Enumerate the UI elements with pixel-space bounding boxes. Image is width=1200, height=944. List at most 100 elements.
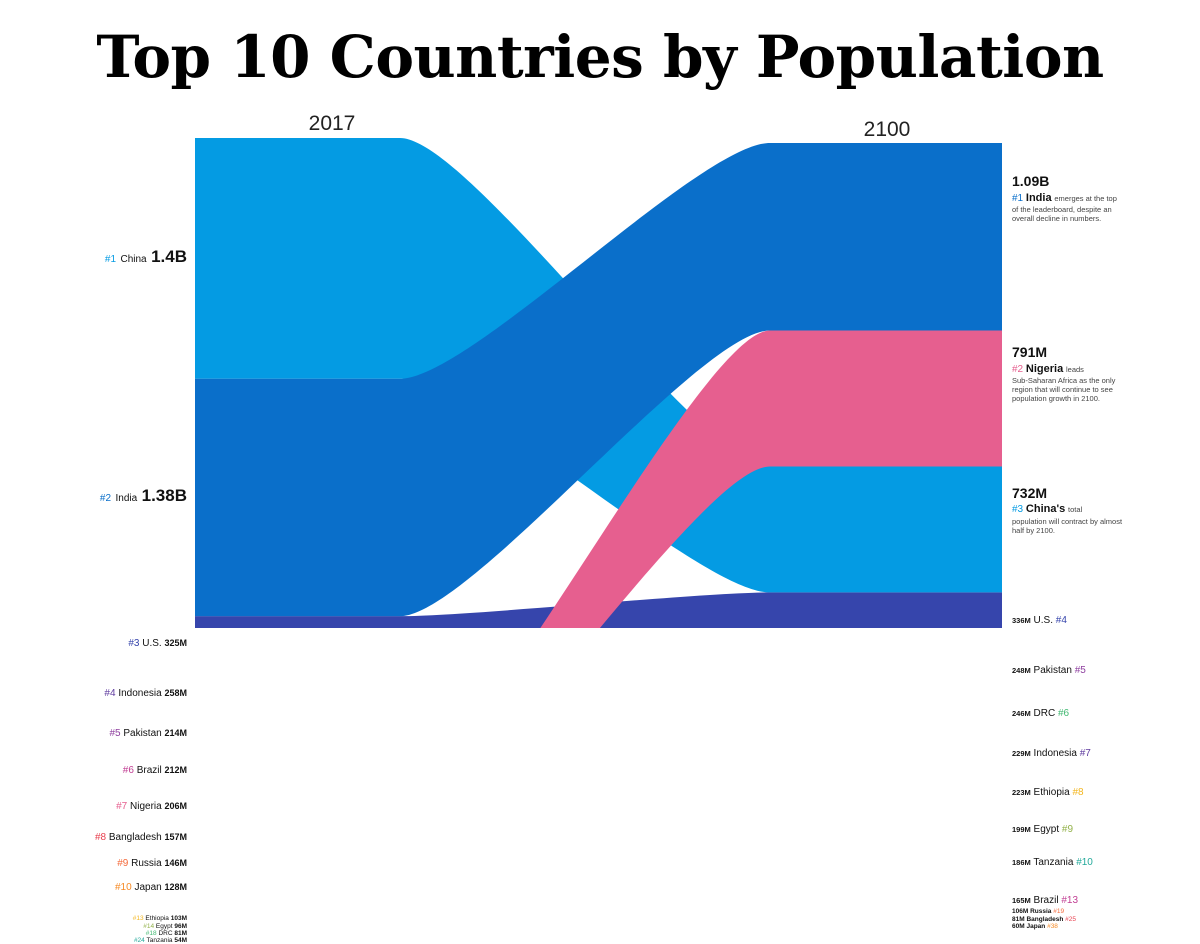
rank-2100: #38 — [1047, 922, 1058, 930]
rank-2100: #25 — [1065, 915, 1076, 923]
rank-2100: #9 — [1061, 823, 1074, 835]
country-name: Pakistan — [123, 728, 162, 740]
label-2100-russia: 106M Russia #19 — [1012, 908, 1064, 915]
callout-body-text: Sub-Saharan Africa as the only region th… — [1012, 376, 1116, 404]
label-2017-japan: #10 Japan 128M — [115, 882, 187, 893]
rank-2017: #10 — [114, 881, 132, 893]
country-name: Egypt — [1033, 823, 1060, 835]
population-2017: 214M — [164, 728, 187, 739]
label-2017-us: #3 U.S. 325M — [128, 638, 187, 649]
callout-country: China's — [1025, 503, 1066, 516]
population-2017: 1.4B — [151, 247, 187, 267]
country-name: Brazil — [1033, 895, 1059, 907]
callout-india: 1.09B #1 India emerges at the top of the l… — [1012, 173, 1130, 223]
callout-inline-text: leads — [1065, 365, 1084, 375]
country-name: Bangladesh — [108, 832, 162, 844]
callout-country: Nigeria — [1025, 363, 1064, 376]
callout-value: 732M — [1012, 484, 1048, 501]
rank-2017: #7 — [116, 800, 128, 812]
country-name: Tanzania — [1033, 856, 1074, 868]
callout-country: India — [1025, 191, 1052, 204]
rank-2017: #13 — [132, 914, 144, 922]
country-name: Ethiopia — [1033, 787, 1070, 799]
country-name: U.S. — [142, 637, 162, 649]
rank-2100: #5 — [1074, 665, 1086, 677]
country-name: Pakistan — [1033, 665, 1072, 677]
rank-2017: #18 — [145, 930, 157, 938]
rank-2017: #24 — [133, 937, 145, 944]
flow-nigeria — [540, 330, 1002, 628]
rank-2017: #3 — [128, 637, 140, 649]
country-name: Russia — [1030, 908, 1052, 916]
population-2100: 81M — [1012, 915, 1025, 923]
chart-title: Top 10 Countries by Population — [96, 23, 1104, 91]
label-2017-brazil: #6 Brazil 212M — [123, 765, 187, 776]
population-2017: 128M — [164, 881, 187, 892]
population-2017: 96M — [174, 922, 187, 930]
rank-2100: #4 — [1055, 614, 1067, 626]
rank-2017: #2 — [99, 493, 112, 505]
label-2017-egypt: #14 Egypt 96M — [143, 923, 187, 930]
column-label-2017: 2017 — [308, 112, 356, 135]
country-name: DRC — [158, 930, 173, 938]
population-2100: 186M — [1012, 857, 1031, 867]
rank-2100: #10 — [1076, 856, 1093, 868]
rank-2100: #7 — [1079, 748, 1091, 760]
callout-rank: #2 — [1012, 364, 1024, 376]
rank-2100: #8 — [1072, 787, 1084, 799]
country-name: Indonesia — [118, 687, 162, 699]
rank-2017: #8 — [94, 832, 107, 844]
rank-2017: #5 — [109, 728, 121, 740]
label-2100-tanzania: 186M Tanzania #10 — [1012, 857, 1093, 868]
label-2017-nigeria: #7 Nigeria 206M — [116, 801, 187, 812]
flow-india — [195, 143, 1002, 617]
label-2017-india: #2 India 1.38B — [100, 487, 187, 506]
country-name: DRC — [1033, 707, 1056, 719]
callout-inline-text: emerges at the top — [1054, 193, 1117, 203]
country-name: Japan — [134, 881, 162, 893]
country-name: Japan — [1026, 922, 1046, 930]
label-2100-indonesia: 229M Indonesia #7 — [1012, 748, 1091, 759]
label-2017-pakistan: #5 Pakistan 214M — [109, 728, 187, 739]
population-2100: 336M — [1012, 615, 1031, 625]
population-2100: 199M — [1012, 824, 1031, 834]
callout-headline: #3 China's total — [1012, 503, 1130, 516]
label-2100-brazil: 165M Brazil #13 — [1012, 895, 1078, 906]
rank-2017: #6 — [122, 764, 134, 776]
callout-rank: #1 — [1012, 192, 1024, 204]
population-2100: 223M — [1012, 788, 1031, 798]
label-2100-us: 336M U.S. #4 — [1012, 615, 1067, 626]
rank-2017: #4 — [104, 687, 116, 699]
rank-2100: #6 — [1058, 707, 1070, 719]
country-name: Ethiopia — [145, 914, 169, 922]
rank-2017: #1 — [104, 254, 117, 266]
label-2017-russia: #9 Russia 146M — [117, 858, 187, 869]
population-2017: 157M — [164, 832, 187, 843]
country-name: Brazil — [136, 764, 162, 776]
label-2017-bangladesh: #8 Bangladesh 157M — [95, 832, 187, 843]
callout-headline: #1 India emerges at the top — [1012, 192, 1130, 205]
country-name: China — [120, 254, 147, 266]
rank-2100: #13 — [1061, 895, 1079, 907]
population-2017: 103M — [170, 914, 187, 922]
population-2017: 206M — [164, 800, 187, 811]
country-name: Egypt — [155, 922, 173, 930]
country-name: U.S. — [1033, 614, 1053, 626]
callout-inline-text: total — [1067, 505, 1083, 515]
population-2017: 325M — [164, 637, 187, 648]
label-2100-egypt: 199M Egypt #9 — [1012, 824, 1073, 835]
label-2017-tanzania: #24 Tanzania 54M — [134, 937, 187, 944]
callout-china: 732M #3 China's total population will cont… — [1012, 485, 1130, 535]
country-name: Indonesia — [1033, 748, 1077, 760]
label-2100-japan: 60M Japan #38 — [1012, 923, 1058, 930]
callout-value: 791M — [1012, 344, 1048, 361]
population-2017: 1.38B — [141, 486, 187, 506]
callout-nigeria: 791M #2 Nigeria leads Sub-Saharan Africa a… — [1012, 344, 1130, 403]
label-2100-drc: 246M DRC #6 — [1012, 708, 1069, 719]
label-2100-ethiopia: 223M Ethiopia #8 — [1012, 787, 1084, 798]
label-2100-pakistan: 248M Pakistan #5 — [1012, 665, 1086, 676]
population-2100: 106M — [1012, 908, 1029, 916]
population-2017: 212M — [164, 764, 187, 775]
population-2100: 246M — [1012, 708, 1031, 718]
label-2017-indonesia: #4 Indonesia 258M — [104, 688, 187, 699]
